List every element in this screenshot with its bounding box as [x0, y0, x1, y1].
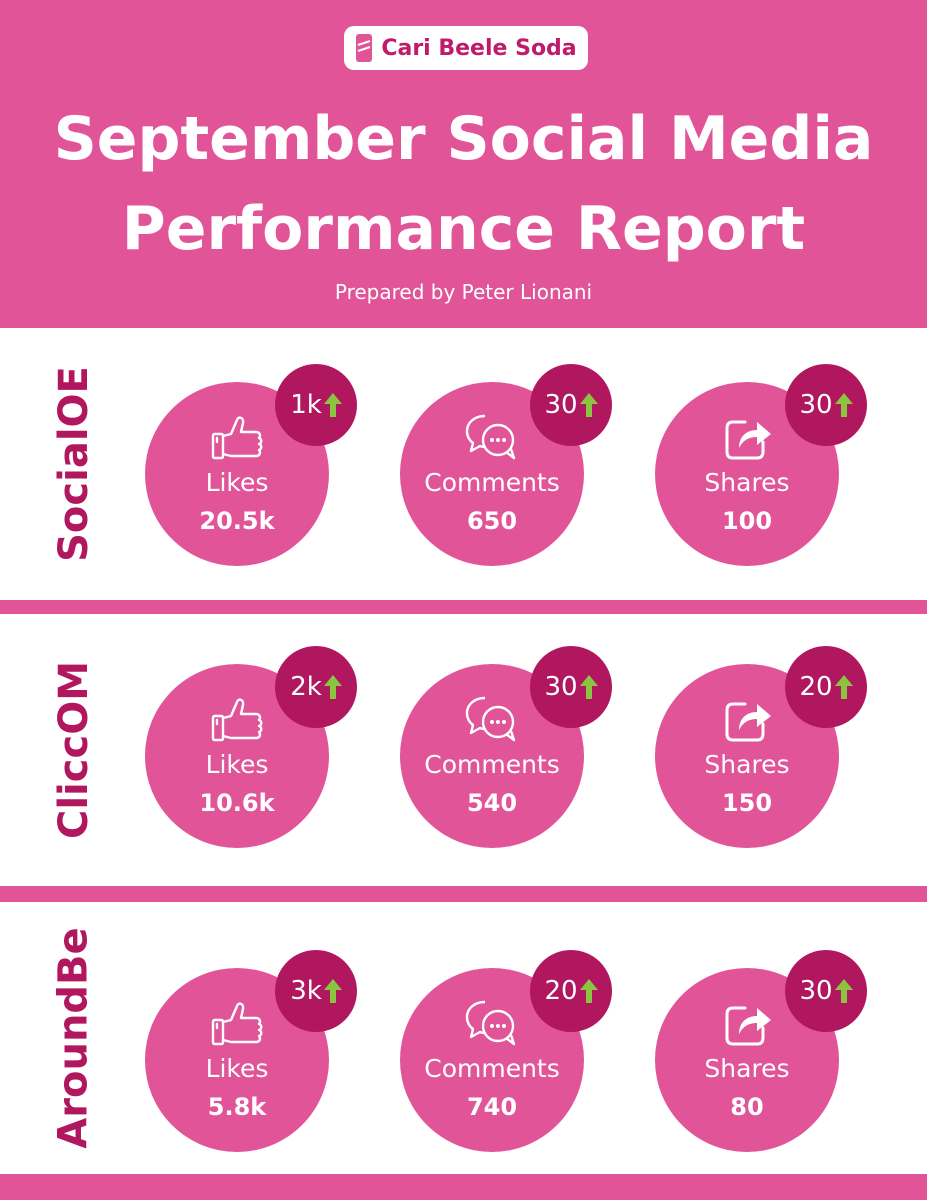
- metric-label: Shares: [704, 750, 790, 779]
- share-arrow-icon: [719, 694, 775, 744]
- metric-value: 740: [466, 1093, 518, 1121]
- metric-label: Shares: [704, 468, 790, 497]
- brand-name: Cari Beele Soda: [381, 35, 577, 61]
- metric-value: 10.6k: [199, 789, 275, 817]
- chat-bubbles-icon: [464, 412, 520, 462]
- platform-section-aroundbe: AroundBe Likes 5.8k 3k Comments 740 20 S…: [0, 902, 927, 1174]
- thumbs-up-icon: [209, 998, 265, 1048]
- page-title: September Social Media Performance Repor…: [0, 94, 927, 274]
- metric-value: 540: [466, 789, 518, 817]
- comments-metric: Comments 740 20: [400, 950, 612, 1152]
- metric-circle: Shares 150: [655, 664, 839, 848]
- platform-name-text: ClicсOM: [51, 660, 98, 840]
- up-arrow-icon: [324, 979, 342, 1003]
- change-badge: 3k: [275, 950, 357, 1032]
- change-badge: 30: [785, 950, 867, 1032]
- platform-name-text: AroundBe: [51, 927, 97, 1149]
- change-badge: 20: [785, 646, 867, 728]
- platform-name-text: SocialOE: [51, 366, 97, 562]
- likes-metric: Likes 10.6k 2k: [145, 646, 357, 848]
- change-badge: 20: [530, 950, 612, 1032]
- metric-value: 5.8k: [207, 1093, 267, 1121]
- platform-section-socialoe: SocialOE Likes 20.5k 1k Comments 650 30 …: [0, 328, 927, 600]
- metric-value: 150: [721, 789, 773, 817]
- change-value: 3k: [290, 976, 322, 1006]
- share-arrow-icon: [719, 998, 775, 1048]
- up-arrow-icon: [580, 393, 598, 417]
- likes-metric: Likes 5.8k 3k: [145, 950, 357, 1152]
- share-arrow-icon: [719, 412, 775, 462]
- thumbs-up-icon: [209, 412, 265, 462]
- metric-value: 20.5k: [199, 507, 275, 535]
- up-arrow-icon: [324, 675, 342, 699]
- metric-label: Likes: [205, 1054, 269, 1083]
- thumbs-up-icon: [209, 694, 265, 744]
- metric-label: Comments: [424, 1054, 560, 1083]
- report-header: Cari Beele Soda September Social Media P…: [0, 0, 927, 328]
- up-arrow-icon: [580, 675, 598, 699]
- platform-name: ClicсOM: [44, 614, 104, 886]
- chat-bubbles-icon: [464, 694, 520, 744]
- platform-section-cliccom: ClicсOM Likes 10.6k 2k Comments 540 30 S…: [0, 614, 927, 886]
- chat-bubbles-icon: [464, 998, 520, 1048]
- comments-metric: Comments 540 30: [400, 646, 612, 848]
- title-line-1: September Social Media: [53, 104, 874, 174]
- likes-metric: Likes 20.5k 1k: [145, 364, 357, 566]
- metric-value: 80: [730, 1093, 764, 1121]
- metric-label: Shares: [704, 1054, 790, 1083]
- metric-value: 650: [466, 507, 518, 535]
- metric-label: Comments: [424, 750, 560, 779]
- up-arrow-icon: [835, 393, 853, 417]
- soda-can-icon: [356, 34, 373, 62]
- up-arrow-icon: [835, 675, 853, 699]
- title-line-2: Performance Report: [121, 194, 806, 264]
- shares-metric: Shares 100 30: [655, 364, 867, 566]
- metric-value: 100: [721, 507, 773, 535]
- metric-circle: Shares 80: [655, 968, 839, 1152]
- change-badge: 30: [785, 364, 867, 446]
- change-badge: 1k: [275, 364, 357, 446]
- brand-badge: Cari Beele Soda: [344, 26, 588, 70]
- up-arrow-icon: [580, 979, 598, 1003]
- change-value: 1k: [290, 390, 322, 420]
- change-value: 20: [544, 976, 578, 1006]
- change-badge: 30: [530, 364, 612, 446]
- change-value: 30: [799, 976, 833, 1006]
- change-value: 30: [799, 390, 833, 420]
- platform-name: AroundBe: [44, 902, 104, 1174]
- shares-metric: Shares 80 30: [655, 950, 867, 1152]
- change-badge: 2k: [275, 646, 357, 728]
- change-value: 20: [799, 672, 833, 702]
- change-value: 2k: [290, 672, 322, 702]
- change-value: 30: [544, 672, 578, 702]
- platform-name: SocialOE: [44, 328, 104, 600]
- comments-metric: Comments 650 30: [400, 364, 612, 566]
- metric-label: Comments: [424, 468, 560, 497]
- up-arrow-icon: [835, 979, 853, 1003]
- metric-label: Likes: [205, 468, 269, 497]
- shares-metric: Shares 150 20: [655, 646, 867, 848]
- change-value: 30: [544, 390, 578, 420]
- metric-label: Likes: [205, 750, 269, 779]
- change-badge: 30: [530, 646, 612, 728]
- report-author: Prepared by Peter Lionani: [334, 280, 593, 304]
- up-arrow-icon: [324, 393, 342, 417]
